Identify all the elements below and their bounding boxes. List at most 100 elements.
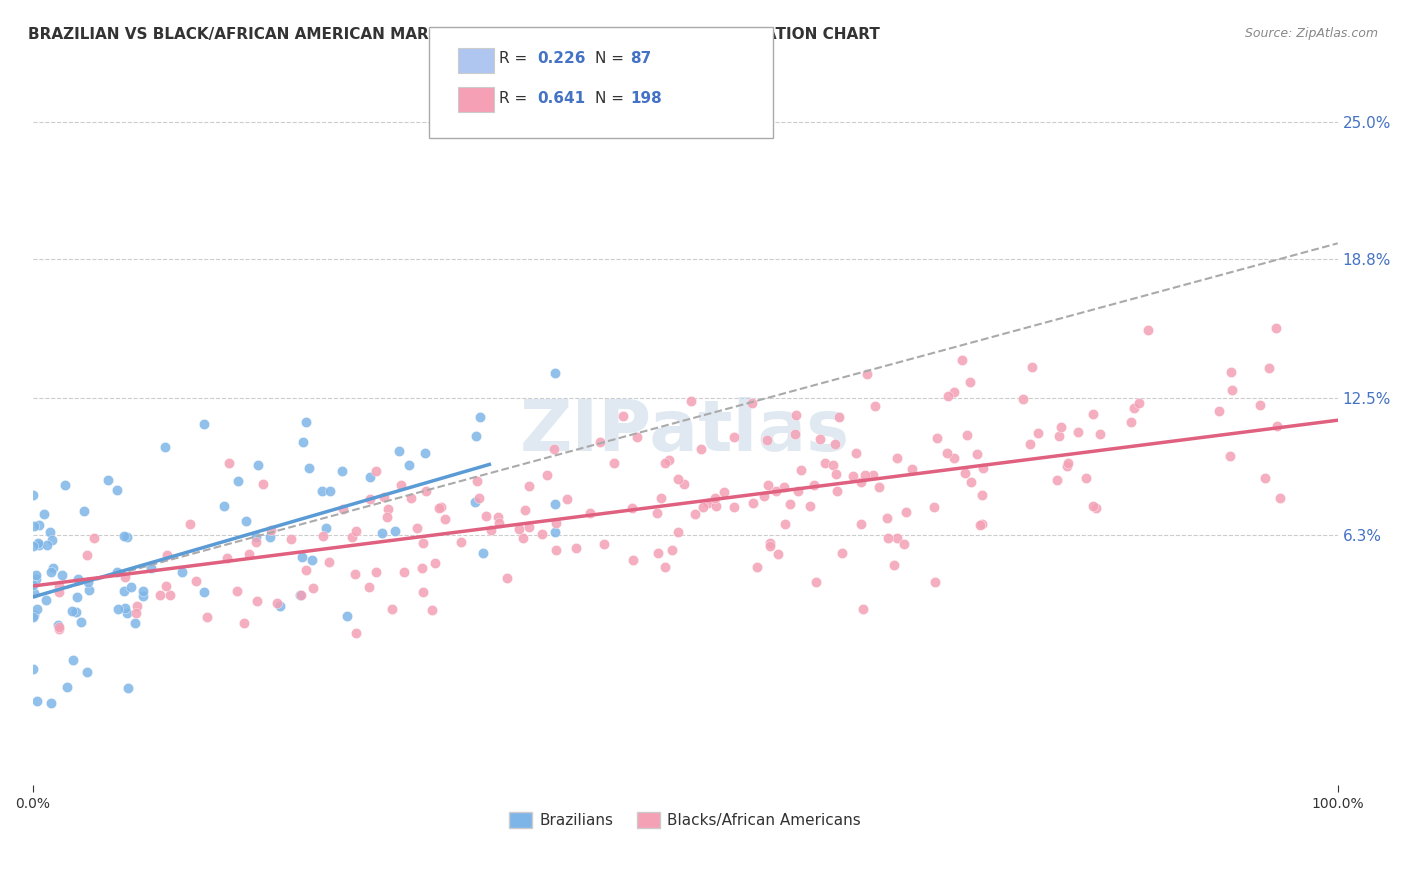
Point: [83, 531, 105, 545]
Point: [960, 475, 983, 490]
Point: [851, 475, 873, 489]
Point: [51, 568, 73, 582]
Text: N =: N =: [595, 91, 628, 105]
Point: [692, 500, 714, 514]
Point: [24, 568, 46, 582]
Point: [1268, 491, 1291, 505]
Point: [76, 665, 98, 680]
Point: [373, 491, 395, 505]
Point: [862, 467, 884, 482]
Point: [883, 558, 905, 572]
Point: [245, 534, 267, 549]
Point: [759, 540, 782, 554]
Point: [1084, 500, 1107, 515]
Point: [468, 491, 491, 506]
Point: [530, 527, 553, 541]
Point: [290, 589, 312, 603]
Point: [70, 615, 93, 629]
Point: [132, 589, 155, 603]
Point: [155, 440, 177, 454]
Point: [876, 531, 898, 545]
Point: [218, 456, 240, 470]
Point: [193, 585, 215, 599]
Point: [21, 539, 44, 553]
Point: [398, 458, 420, 472]
Point: [900, 462, 922, 476]
Point: [579, 506, 602, 520]
Point: [115, 607, 138, 621]
Point: [112, 584, 135, 599]
Point: [336, 609, 359, 624]
Point: [950, 353, 973, 368]
Point: [766, 547, 789, 561]
Point: [543, 524, 565, 539]
Point: [28, 518, 51, 533]
Point: [312, 529, 335, 543]
Point: [546, 543, 568, 558]
Point: [658, 452, 681, 467]
Point: [1026, 426, 1049, 441]
Point: [193, 417, 215, 431]
Point: [831, 546, 853, 560]
Point: [117, 530, 139, 544]
Point: [741, 396, 763, 410]
Point: [344, 524, 367, 538]
Point: [225, 584, 247, 599]
Point: [673, 477, 696, 491]
Point: [48, 579, 70, 593]
Point: [555, 492, 578, 507]
Point: [107, 602, 129, 616]
Point: [21, 609, 44, 624]
Point: [468, 409, 491, 424]
Point: [22, 578, 45, 592]
Point: [704, 499, 727, 513]
Point: [1254, 471, 1277, 485]
Point: [845, 446, 868, 460]
Point: [661, 542, 683, 557]
Point: [1076, 471, 1098, 485]
Point: [246, 458, 269, 472]
Point: [970, 488, 993, 502]
Point: [172, 566, 194, 580]
Point: [519, 479, 541, 493]
Point: [1047, 428, 1070, 442]
Point: [886, 450, 908, 465]
Point: [25, 694, 48, 708]
Point: [184, 574, 207, 588]
Point: [357, 580, 380, 594]
Point: [39, 566, 62, 580]
Point: [803, 478, 825, 492]
Point: [475, 509, 498, 524]
Point: [969, 517, 991, 532]
Point: [280, 532, 302, 546]
Point: [745, 559, 768, 574]
Point: [471, 547, 494, 561]
Point: [589, 434, 612, 449]
Text: 0.641: 0.641: [537, 91, 585, 105]
Point: [821, 458, 844, 472]
Point: [972, 460, 994, 475]
Point: [1012, 392, 1035, 406]
Point: [508, 522, 530, 536]
Point: [266, 597, 288, 611]
Point: [645, 506, 668, 520]
Point: [259, 523, 281, 537]
Point: [865, 400, 887, 414]
Point: [434, 512, 457, 526]
Point: [411, 561, 433, 575]
Point: [48, 619, 70, 633]
Point: [217, 550, 239, 565]
Point: [1265, 418, 1288, 433]
Text: Source: ZipAtlas.com: Source: ZipAtlas.com: [1244, 27, 1378, 40]
Point: [53, 478, 76, 492]
Point: [295, 415, 318, 429]
Point: [39, 525, 62, 540]
Point: [315, 521, 337, 535]
Point: [886, 531, 908, 545]
Point: [825, 467, 848, 481]
Point: [1056, 456, 1078, 470]
Point: [789, 463, 811, 477]
Point: [683, 508, 706, 522]
Point: [127, 599, 149, 613]
Point: [21, 662, 44, 676]
